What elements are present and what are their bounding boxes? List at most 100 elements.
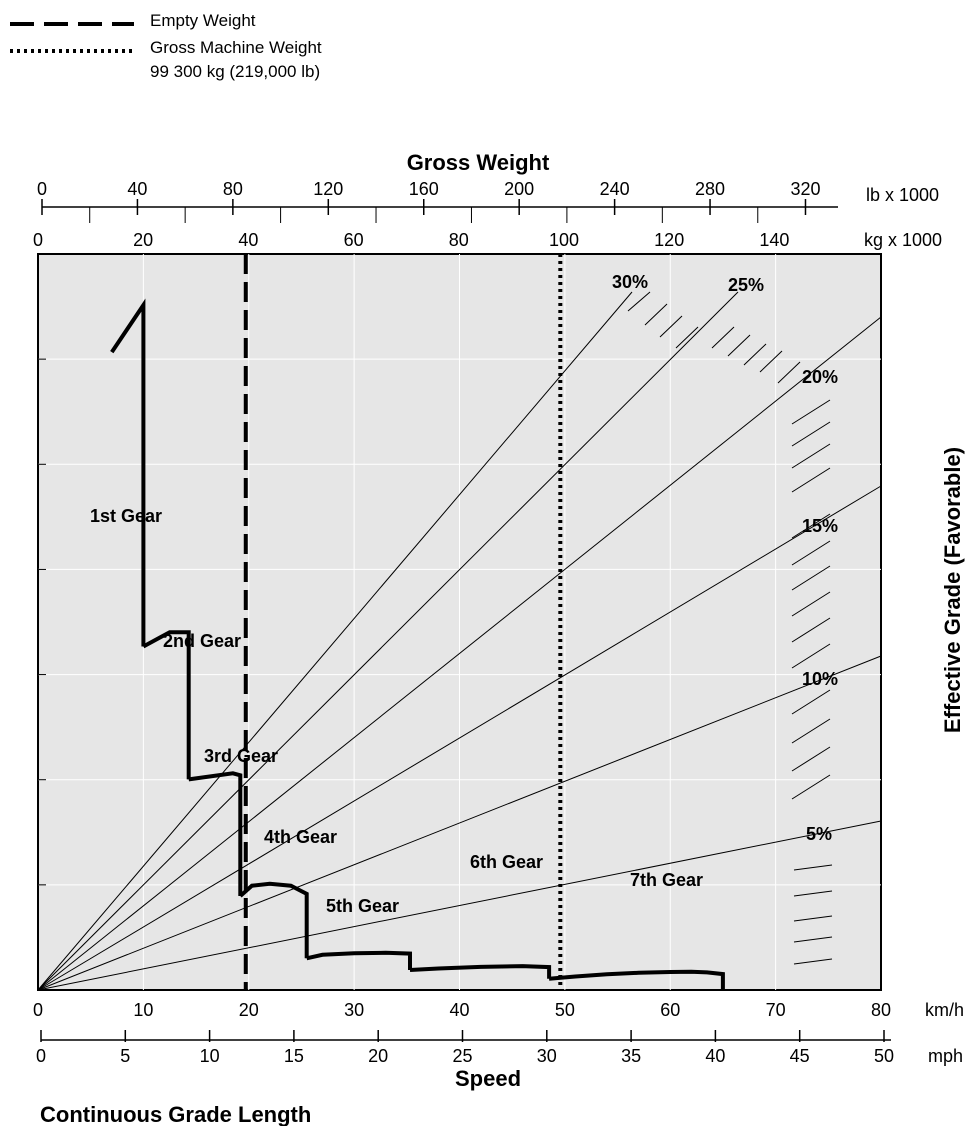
- hatch-mark: [644, 303, 668, 326]
- bottom-axis-kmh-tick-label: 60: [660, 1000, 680, 1020]
- grade-line-5pct: [37, 820, 882, 991]
- top-axis-kg-tick-label: 60: [344, 230, 364, 250]
- bottom-axis-mph-tick-label: 30: [537, 1046, 557, 1066]
- bottom-axis-mph-tick-label: 10: [200, 1046, 220, 1066]
- hatch-mark: [791, 443, 831, 469]
- bottom-axis-mph-tick-label: 0: [36, 1046, 46, 1066]
- grade-line-10pct: [37, 655, 882, 991]
- y-axis-label: Effective Grade (Favorable): [940, 447, 965, 733]
- grade-label: 15%: [802, 516, 838, 536]
- top-axis-lb-tick-label: 240: [600, 179, 630, 199]
- top-axis-lb-tick-label: 200: [504, 179, 534, 199]
- top-axis-lb-tick-label: 40: [127, 179, 147, 199]
- bottom-axis-kmh-tick-label: 30: [344, 1000, 364, 1020]
- bottom-axis-mph-tick-label: 45: [790, 1046, 810, 1066]
- hatch-mark: [791, 774, 831, 800]
- top-axis-lb-tick-label: 160: [409, 179, 439, 199]
- hatch-mark: [659, 315, 683, 338]
- hatch-mark: [793, 915, 833, 922]
- legend: Empty Weight Gross Machine Weight 99 300…: [10, 11, 322, 81]
- bottom-axis-kmh-tick-label: 20: [239, 1000, 259, 1020]
- top-axis-lb-unit: lb x 1000: [866, 185, 939, 205]
- gear-curve-7: [548, 969, 725, 990]
- bottom-axis-mph-tick-label: 5: [120, 1046, 130, 1066]
- gear-label: 1st Gear: [90, 506, 162, 526]
- hatch-mark: [791, 513, 831, 539]
- grade-line-25pct: [37, 291, 739, 991]
- grade-line-30pct: [37, 291, 633, 991]
- hatch-mark: [791, 467, 831, 493]
- grade-label: 25%: [728, 275, 764, 295]
- bottom-axis-kmh-tick-label: 0: [33, 1000, 43, 1020]
- hatch-mark: [793, 864, 833, 871]
- bottom-axis-mph-tick-label: 25: [452, 1046, 472, 1066]
- legend-sublabel-gross-weight: 99 300 kg (219,000 lb): [150, 62, 320, 81]
- top-axis-kg-unit: kg x 1000: [864, 230, 942, 250]
- hatch-mark: [711, 326, 735, 349]
- gear-curve-4: [238, 881, 309, 959]
- top-axis-lb-tick-label: 80: [223, 179, 243, 199]
- bottom-axis-kmh-tick-label: 80: [871, 1000, 891, 1020]
- gear-curve-2: [142, 630, 191, 780]
- gear-curve-3: [188, 771, 243, 896]
- bottom-axis-kmh-unit: km/h: [925, 1000, 964, 1020]
- x-axis-label: Speed: [455, 1066, 521, 1091]
- hatch-mark: [791, 399, 831, 425]
- top-axis-lb-tick-label: 0: [37, 179, 47, 199]
- chart-title: Gross Weight: [407, 150, 550, 175]
- gear-curve-6: [409, 964, 552, 979]
- legend-label-empty-weight: Empty Weight: [150, 11, 256, 30]
- hatch-mark: [759, 350, 783, 373]
- hatch-mark: [793, 936, 833, 943]
- top-axis-lb-tick-label: 280: [695, 179, 725, 199]
- hatch-mark: [627, 291, 651, 312]
- top-axis-kg-tick-label: 140: [759, 230, 789, 250]
- hatch-mark: [791, 746, 831, 772]
- bottom-axis-kmh-tick-label: 70: [766, 1000, 786, 1020]
- bottom-axis-mph-tick-label: 50: [874, 1046, 894, 1066]
- gear-label: 6th Gear: [470, 852, 543, 872]
- gear-label: 3rd Gear: [204, 746, 278, 766]
- hatch-mark: [727, 334, 751, 357]
- grade-line-20pct: [37, 316, 882, 991]
- hatch-mark: [791, 591, 831, 617]
- top-axis-kg-tick-label: 0: [33, 230, 43, 250]
- grade-label: 5%: [806, 824, 832, 844]
- top-axis-kg-tick-label: 120: [654, 230, 684, 250]
- gear-label: 5th Gear: [326, 896, 399, 916]
- bottom-axis-kmh-tick-label: 40: [449, 1000, 469, 1020]
- top-axis-lb-tick-label: 120: [313, 179, 343, 199]
- bottom-axis-mph-tick-label: 15: [284, 1046, 304, 1066]
- hatch-mark: [791, 565, 831, 591]
- top-axis-kg-tick-label: 100: [549, 230, 579, 250]
- bottom-axis-mph-tick-label: 35: [621, 1046, 641, 1066]
- bottom-axis-mph-tick-label: 40: [705, 1046, 725, 1066]
- gear-curve-5: [306, 950, 412, 970]
- bottom-axis-kmh-tick-label: 50: [555, 1000, 575, 1020]
- top-axis-kg-tick-label: 20: [133, 230, 153, 250]
- bottom-axis-mph-tick-label: 20: [368, 1046, 388, 1066]
- hatch-mark: [743, 343, 767, 366]
- hatch-mark: [791, 643, 831, 669]
- top-axis-kg-tick-label: 40: [238, 230, 258, 250]
- gear-label: 7th Gear: [630, 870, 703, 890]
- hatch-mark: [793, 958, 833, 965]
- hatch-mark: [793, 890, 833, 897]
- bottom-axis-kmh-tick-label: 10: [133, 1000, 153, 1020]
- gear-label: 4th Gear: [264, 827, 337, 847]
- grade-line-15pct: [37, 485, 882, 991]
- hatch-mark: [791, 718, 831, 744]
- hatch-mark: [791, 617, 831, 643]
- gear-label: 2nd Gear: [163, 631, 241, 651]
- legend-label-gross-weight: Gross Machine Weight: [150, 38, 322, 57]
- hatch-mark: [791, 540, 831, 566]
- hatch-mark: [791, 689, 831, 715]
- grade-label: 30%: [612, 272, 648, 292]
- footer-label: Continuous Grade Length: [40, 1102, 311, 1126]
- grade-label: 20%: [802, 367, 838, 387]
- top-axis-lb-tick-label: 320: [790, 179, 820, 199]
- hatch-mark: [791, 421, 831, 447]
